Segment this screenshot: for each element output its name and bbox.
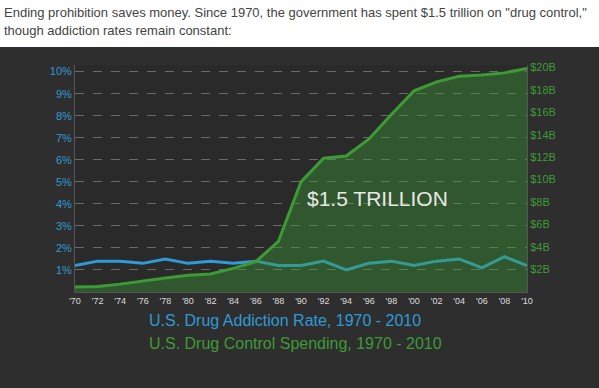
- svg-text:'72: '72: [92, 296, 104, 306]
- svg-text:4%: 4%: [56, 198, 72, 210]
- svg-text:'00: '00: [408, 296, 420, 306]
- svg-text:U.S. Drug Control Spending, 19: U.S. Drug Control Spending, 1970 - 2010: [149, 335, 442, 352]
- svg-text:$16B: $16B: [530, 106, 556, 118]
- svg-text:'80: '80: [182, 296, 194, 306]
- svg-text:$12B: $12B: [530, 151, 556, 163]
- svg-text:6%: 6%: [56, 154, 72, 166]
- svg-text:'02: '02: [431, 296, 443, 306]
- svg-text:'92: '92: [318, 296, 330, 306]
- svg-text:'90: '90: [295, 296, 307, 306]
- svg-text:5%: 5%: [56, 176, 72, 188]
- svg-text:1%: 1%: [56, 264, 72, 276]
- svg-text:9%: 9%: [56, 88, 72, 100]
- svg-text:$2B: $2B: [530, 263, 550, 275]
- svg-text:$14B: $14B: [530, 129, 556, 141]
- svg-text:'06: '06: [476, 296, 488, 306]
- svg-text:'98: '98: [386, 296, 398, 306]
- svg-text:$20B: $20B: [530, 61, 556, 73]
- svg-text:'88: '88: [273, 296, 285, 306]
- svg-text:8%: 8%: [56, 110, 72, 122]
- svg-text:$10B: $10B: [530, 173, 556, 185]
- svg-text:$18B: $18B: [530, 84, 556, 96]
- svg-text:'10: '10: [521, 296, 533, 306]
- svg-text:'04: '04: [453, 296, 465, 306]
- svg-text:$1.5 TRILLION: $1.5 TRILLION: [307, 187, 448, 210]
- svg-text:2%: 2%: [56, 242, 72, 254]
- svg-text:'94: '94: [340, 296, 352, 306]
- svg-text:$8B: $8B: [530, 196, 550, 208]
- svg-text:'86: '86: [250, 296, 262, 306]
- svg-text:'70: '70: [69, 296, 81, 306]
- svg-text:'96: '96: [363, 296, 375, 306]
- svg-text:7%: 7%: [56, 132, 72, 144]
- svg-text:'74: '74: [114, 296, 126, 306]
- svg-text:$6B: $6B: [530, 218, 550, 230]
- svg-text:'76: '76: [137, 296, 149, 306]
- svg-text:$4B: $4B: [530, 241, 550, 253]
- svg-text:'84: '84: [227, 296, 239, 306]
- html-text:Ending prohibition saves money: Ending prohibition saves money. Since 19…: [4, 5, 587, 38]
- svg-text:'82: '82: [205, 296, 217, 306]
- svg-text:U.S. Drug Addiction Rate, 1970: U.S. Drug Addiction Rate, 1970 - 2010: [149, 312, 421, 329]
- svg-text:'78: '78: [160, 296, 172, 306]
- svg-text:10%: 10%: [50, 65, 72, 77]
- svg-text:3%: 3%: [56, 220, 72, 232]
- svg-text:'08: '08: [499, 296, 511, 306]
